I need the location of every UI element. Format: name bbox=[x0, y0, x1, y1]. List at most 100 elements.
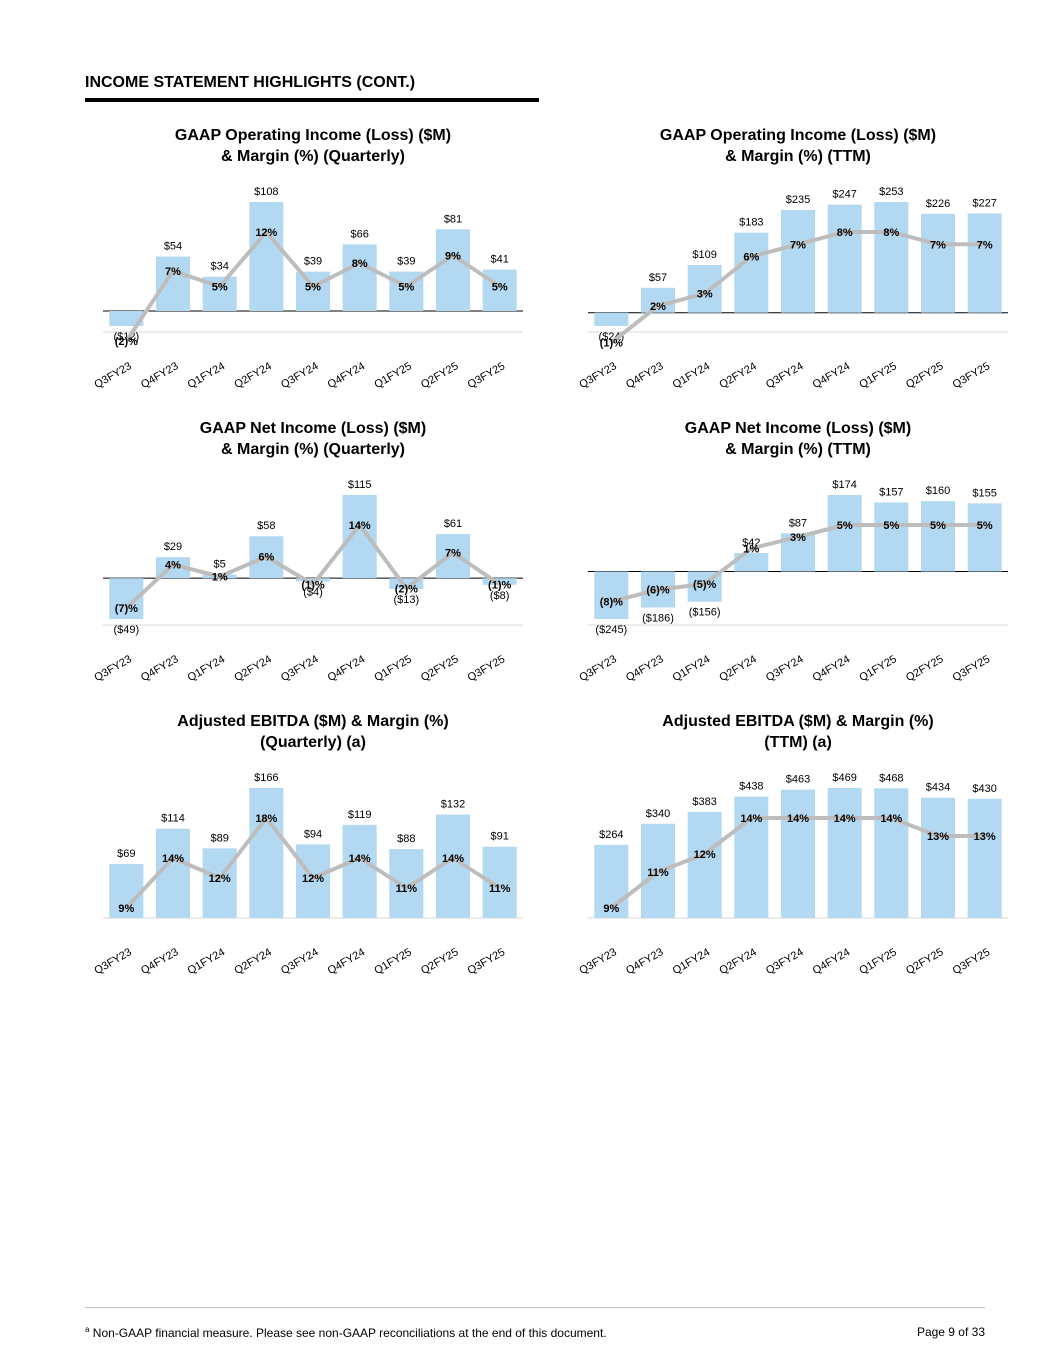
value-label: $264 bbox=[599, 829, 623, 841]
margin-label: 8% bbox=[883, 227, 899, 239]
margin-label: (1)% bbox=[600, 338, 623, 350]
margin-label: 8% bbox=[352, 258, 368, 270]
value-label: ($245) bbox=[595, 624, 627, 636]
value-label: $155 bbox=[972, 487, 996, 499]
margin-label: 12% bbox=[209, 873, 231, 885]
x-tick-label: Q1FY25 bbox=[857, 946, 898, 977]
margin-label: (5)% bbox=[693, 579, 716, 591]
x-tick-label: Q4FY23 bbox=[139, 360, 180, 391]
margin-label: 1% bbox=[212, 571, 228, 583]
x-tick-label: Q2FY25 bbox=[904, 946, 945, 977]
margin-label: 1% bbox=[743, 544, 759, 556]
bar bbox=[920, 213, 956, 313]
value-label: $61 bbox=[444, 518, 462, 530]
x-tick-label: Q4FY24 bbox=[811, 946, 852, 977]
x-tick-label: Q2FY25 bbox=[419, 360, 460, 391]
page-number: Page 9 of 33 bbox=[916, 1325, 985, 1339]
x-tick-label: Q2FY24 bbox=[717, 360, 758, 391]
x-tick-label: Q1FY25 bbox=[857, 653, 898, 684]
footer-divider bbox=[85, 1307, 985, 1308]
x-tick-label: Q4FY24 bbox=[326, 946, 367, 977]
margin-label: 14% bbox=[787, 813, 809, 825]
margin-label: 14% bbox=[834, 813, 856, 825]
margin-label: 6% bbox=[743, 252, 759, 264]
x-tick-label: Q3FY24 bbox=[279, 653, 320, 684]
bar bbox=[687, 811, 722, 918]
chart-title-line: & Margin (%) (TTM) bbox=[725, 441, 871, 458]
margin-label: 11% bbox=[489, 883, 511, 895]
margin-label: 4% bbox=[165, 560, 181, 572]
bar bbox=[389, 578, 424, 589]
margin-label: 7% bbox=[445, 548, 461, 560]
value-label: $39 bbox=[397, 256, 415, 268]
title-underline bbox=[85, 98, 539, 102]
value-label: $247 bbox=[832, 189, 856, 201]
bar bbox=[109, 311, 144, 326]
bar bbox=[874, 502, 909, 572]
x-tick-label: Q3FY23 bbox=[92, 653, 133, 684]
value-label: $132 bbox=[441, 799, 465, 811]
bar bbox=[594, 312, 629, 326]
bar bbox=[967, 798, 1002, 918]
margin-label: 9% bbox=[118, 903, 134, 915]
value-label: $227 bbox=[972, 197, 996, 209]
bar bbox=[780, 209, 816, 313]
margin-label: 11% bbox=[647, 867, 669, 879]
x-tick-label: Q1FY25 bbox=[372, 653, 413, 684]
bar bbox=[295, 271, 331, 311]
x-tick-label: Q4FY24 bbox=[811, 653, 852, 684]
bar bbox=[249, 788, 284, 918]
bar bbox=[342, 824, 377, 918]
chart-title-line: (Quarterly) (a) bbox=[260, 734, 366, 751]
x-tick-label: Q1FY24 bbox=[671, 653, 712, 684]
value-label: $41 bbox=[490, 254, 508, 266]
x-tick-label: Q3FY23 bbox=[577, 946, 618, 977]
bar bbox=[594, 571, 629, 619]
margin-label: 9% bbox=[603, 903, 619, 915]
bar bbox=[249, 202, 284, 311]
margin-label: 5% bbox=[930, 520, 946, 532]
x-tick-label: Q4FY23 bbox=[624, 946, 665, 977]
margin-label: (8)% bbox=[600, 597, 623, 609]
value-label: $160 bbox=[926, 485, 950, 497]
bar bbox=[435, 534, 471, 579]
margin-label: 11% bbox=[396, 883, 418, 895]
margin-label: 5% bbox=[398, 282, 414, 294]
chart-title-line: GAAP Net Income (Loss) ($M) bbox=[685, 420, 911, 437]
value-label: $34 bbox=[210, 261, 228, 273]
bar bbox=[874, 202, 909, 313]
value-label: $115 bbox=[348, 479, 372, 491]
chart-title-line: & Margin (%) (Quarterly) bbox=[221, 148, 405, 165]
x-tick-label: Q1FY25 bbox=[372, 946, 413, 977]
bar bbox=[482, 269, 517, 311]
bar bbox=[295, 578, 331, 582]
margin-label: 13% bbox=[927, 831, 949, 843]
margin-label: (7)% bbox=[115, 603, 138, 615]
x-tick-label: Q2FY25 bbox=[904, 360, 945, 391]
value-label: $81 bbox=[444, 213, 462, 225]
value-label: $29 bbox=[164, 541, 182, 553]
x-tick-label: Q1FY24 bbox=[186, 653, 227, 684]
bar bbox=[109, 863, 144, 918]
chart-adjusted-ebitda-ttm: Adjusted EBITDA ($M) & Margin (%) (TTM) (… bbox=[577, 713, 1008, 977]
margin-label: 14% bbox=[349, 520, 371, 532]
bar bbox=[967, 503, 1002, 572]
margin-label: (1)% bbox=[301, 579, 324, 591]
value-label: $91 bbox=[490, 831, 508, 843]
margin-label: 14% bbox=[349, 853, 371, 865]
margin-label: (2)% bbox=[395, 583, 418, 595]
bar bbox=[342, 495, 377, 579]
margin-label: 7% bbox=[790, 239, 806, 251]
value-label: $66 bbox=[350, 228, 368, 240]
chart-adjusted-ebitda-quarterly: Adjusted EBITDA ($M) & Margin (%) (Quarte… bbox=[92, 713, 523, 977]
chart-title-line: Adjusted EBITDA ($M) & Margin (%) bbox=[662, 713, 933, 730]
x-tick-label: Q3FY25 bbox=[951, 653, 992, 684]
bar bbox=[389, 849, 424, 918]
x-tick-label: Q1FY24 bbox=[671, 360, 712, 391]
x-tick-label: Q2FY25 bbox=[904, 653, 945, 684]
margin-label: 6% bbox=[258, 552, 274, 564]
margin-label: 5% bbox=[212, 282, 228, 294]
margin-label: (6)% bbox=[646, 585, 669, 597]
chart-net-income-quarterly: GAAP Net Income (Loss) ($M) & Margin (%) … bbox=[92, 420, 523, 684]
x-tick-label: Q3FY23 bbox=[577, 653, 618, 684]
